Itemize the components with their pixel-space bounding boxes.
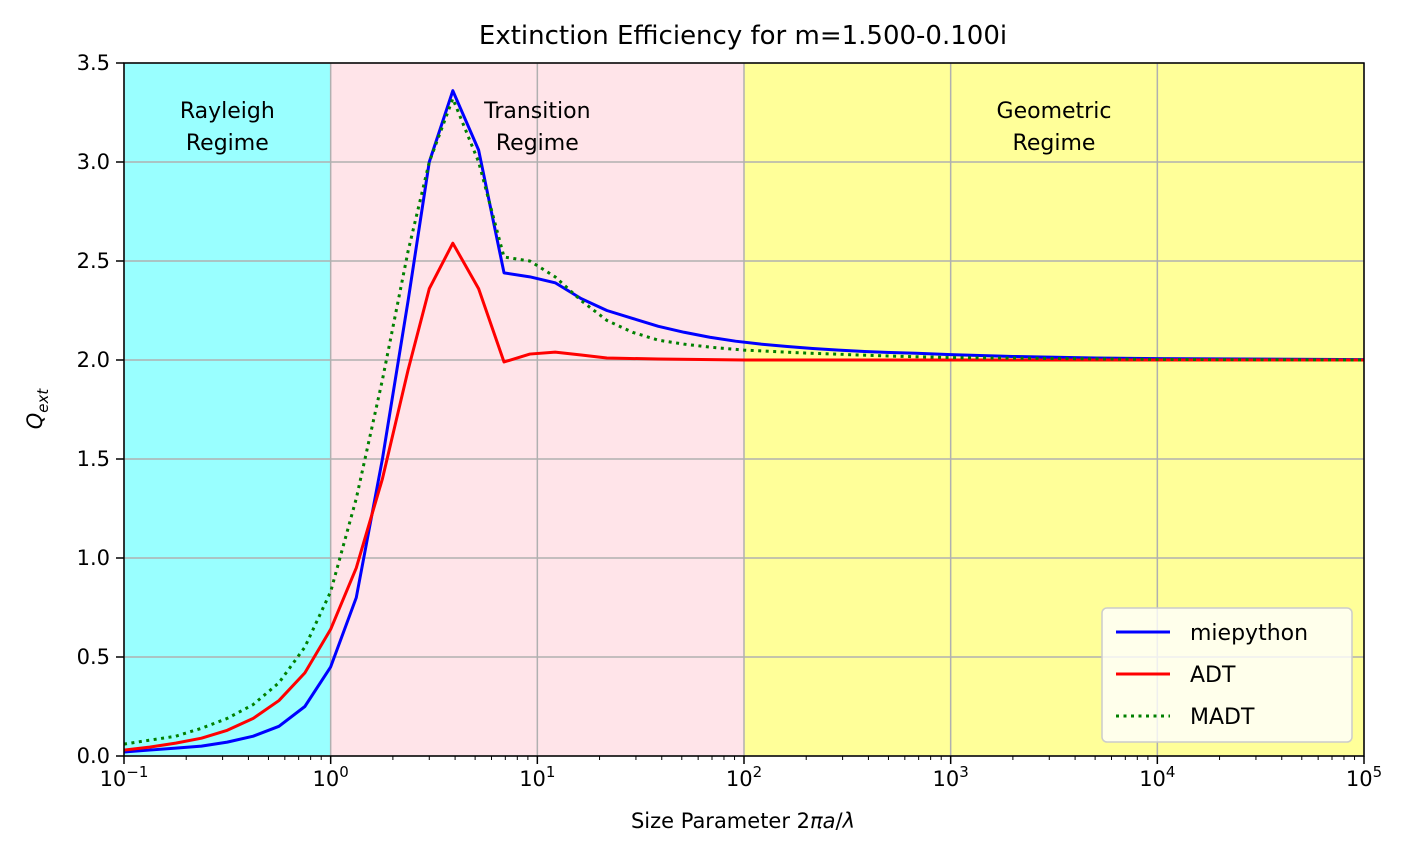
y-tick-label-7: 3.5 bbox=[77, 51, 110, 75]
regime-label-line2-1: Regime bbox=[496, 131, 579, 156]
chart-title: Extinction Efficiency for m=1.500-0.100i bbox=[479, 21, 1007, 51]
legend-label-MADT: MADT bbox=[1190, 705, 1255, 730]
x-tick-label-3: 102 bbox=[726, 763, 762, 791]
regime-label-line1-2: Geometric bbox=[997, 99, 1112, 124]
series-layer bbox=[123, 89, 1365, 754]
legend-label-miepython: miepython bbox=[1190, 621, 1308, 646]
y-tick-label-6: 3.0 bbox=[77, 150, 110, 174]
x-tick-label-0: 10−1 bbox=[100, 763, 149, 791]
x-tick-label-2: 101 bbox=[519, 763, 555, 791]
regime-labels: Rayleigh Regime Transition Regime Geometric R… bbox=[180, 99, 1112, 156]
series-line-ADT bbox=[123, 241, 1364, 752]
legend: miepython ADT MADT bbox=[1101, 607, 1353, 743]
regime-label-line1-1: Transition bbox=[483, 99, 590, 124]
x-tick-label-4: 103 bbox=[933, 763, 969, 791]
regime-band-0 bbox=[124, 63, 331, 756]
y-tick-label-3: 1.5 bbox=[77, 447, 110, 471]
regime-label-line1-0: Rayleigh bbox=[180, 99, 275, 124]
y-tick-label-5: 2.5 bbox=[77, 249, 110, 273]
x-tick-label-5: 104 bbox=[1139, 763, 1175, 791]
y-tick-label-2: 1.0 bbox=[77, 546, 110, 570]
series-line-miepython bbox=[123, 89, 1365, 754]
series-line-MADT bbox=[123, 97, 1365, 746]
x-tick-label-1: 100 bbox=[313, 763, 349, 791]
y-tick-label-4: 2.0 bbox=[77, 348, 110, 372]
legend-label-ADT: ADT bbox=[1190, 663, 1236, 688]
x-tick-label-6: 105 bbox=[1346, 763, 1382, 791]
y-tick-label-1: 0.5 bbox=[77, 645, 110, 669]
y-tick-label-0: 0.0 bbox=[77, 744, 110, 768]
regime-label-line2-0: Regime bbox=[186, 131, 269, 156]
regime-label-line2-2: Regime bbox=[1013, 131, 1096, 156]
axis-ticks: 10−1 100 101 102 103 104 105 0.0 0.5 1.0 1.5 2.0 2.5… bbox=[77, 51, 1383, 791]
y-axis-label: Qext bbox=[23, 388, 52, 430]
legend-box bbox=[1101, 607, 1353, 743]
x-axis-label: Size Parameter 2πa/λ bbox=[631, 809, 855, 833]
